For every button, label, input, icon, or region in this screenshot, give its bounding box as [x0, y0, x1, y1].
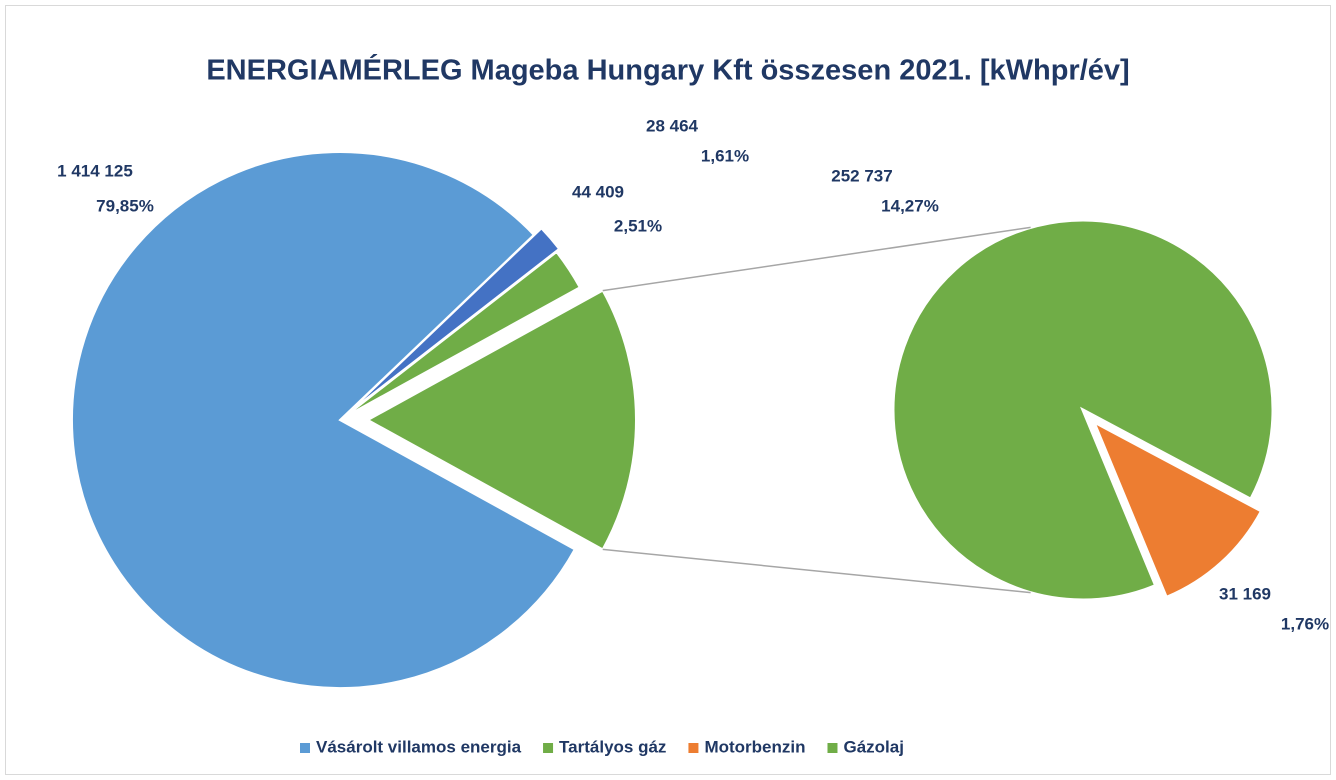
legend-swatch	[543, 743, 554, 753]
value-label: 44 409	[572, 182, 624, 201]
legend-label: Vásárolt villamos energia	[316, 737, 522, 756]
legend-label: Gázolaj	[843, 737, 903, 756]
pie-slice-other	[365, 289, 637, 551]
value-label: 252 737	[831, 166, 892, 185]
legend-swatch	[827, 743, 838, 753]
percent-label: 79,85%	[96, 196, 154, 215]
percent-label: 2,51%	[614, 216, 662, 235]
connector-line	[602, 548, 1031, 594]
percent-label: 14,27%	[881, 196, 939, 215]
chart-title: ENERGIAMÉRLEG Mageba Hungary Kft összese…	[206, 53, 1129, 87]
legend-swatch	[688, 743, 699, 753]
value-label: 28 464	[646, 116, 699, 135]
connector-line	[602, 226, 1031, 292]
value-label: 31 169	[1219, 584, 1271, 603]
legend-swatch	[300, 743, 310, 753]
second-pie-slice	[1090, 418, 1264, 600]
second-pie-slice	[891, 218, 1275, 602]
percent-label: 1,61%	[701, 146, 749, 165]
pie-slice	[346, 226, 561, 415]
legend-label: Motorbenzin	[704, 737, 805, 756]
pie-slice	[71, 151, 577, 689]
legend-label: Tartályos gáz	[559, 737, 666, 756]
percent-label: 1,76%	[1281, 614, 1329, 633]
value-label: 1 414 125	[57, 161, 133, 180]
